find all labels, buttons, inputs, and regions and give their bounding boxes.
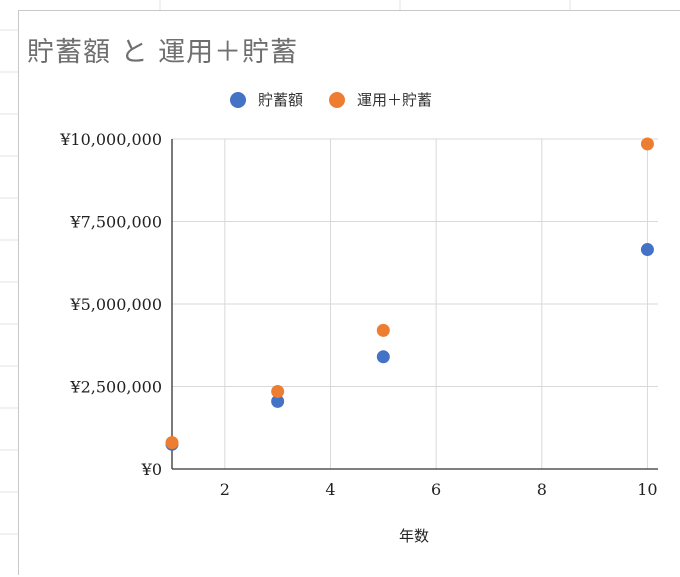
investment-point bbox=[640, 137, 654, 151]
legend-item-savings[interactable]: 貯蓄額 bbox=[230, 89, 303, 110]
x-axis-title: 年数 bbox=[399, 527, 429, 545]
savings-point bbox=[271, 394, 285, 408]
chart-legend: 貯蓄額 運用＋貯蓄 bbox=[230, 89, 458, 110]
savings-point bbox=[376, 350, 390, 364]
legend-marker-investment bbox=[329, 91, 346, 108]
y-tick-label: ¥10,000,000 bbox=[59, 130, 162, 149]
y-tick-label: ¥2,500,000 bbox=[69, 378, 162, 397]
y-tick-label: ¥5,000,000 bbox=[69, 295, 162, 314]
x-tick-label: 2 bbox=[220, 480, 230, 499]
x-tick-label: 8 bbox=[537, 480, 547, 499]
y-tick-label: ¥7,500,000 bbox=[69, 213, 162, 232]
legend-label-savings: 貯蓄額 bbox=[258, 91, 304, 109]
investment-point bbox=[271, 384, 285, 398]
x-tick-label: 10 bbox=[637, 480, 657, 499]
legend-label-investment: 運用＋貯蓄 bbox=[357, 91, 433, 109]
y-tick-label: ¥0 bbox=[141, 460, 162, 479]
savings-point bbox=[640, 243, 654, 257]
x-tick-label: 6 bbox=[431, 480, 441, 499]
investment-point bbox=[165, 436, 179, 450]
chart-card[interactable] bbox=[18, 10, 680, 575]
x-tick-label: 4 bbox=[325, 480, 335, 499]
investment-point bbox=[376, 323, 390, 337]
chart-title: 貯蓄額 と 運用＋貯蓄 bbox=[27, 37, 299, 68]
legend-marker-savings bbox=[230, 91, 246, 108]
legend-item-investment[interactable]: 運用＋貯蓄 bbox=[329, 89, 432, 110]
